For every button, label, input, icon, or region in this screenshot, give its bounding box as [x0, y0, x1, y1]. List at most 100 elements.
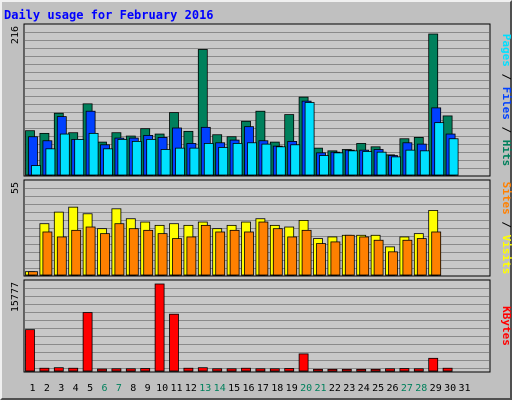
x-tick-label-day-18: 18 [271, 383, 283, 394]
kbytes-bar-day-17 [255, 368, 266, 372]
sites-bar-day-19 [287, 236, 298, 276]
legend-pages: Pages [500, 34, 512, 67]
legend-visits: Visits [500, 235, 512, 275]
pages-bar-day-21 [319, 155, 329, 176]
legend-hits-files-pages: Pages / Files / Hits [500, 34, 512, 167]
x-tick-label-day-30: 30 [444, 383, 456, 394]
kbytes-bar-day-7 [111, 368, 122, 372]
sites-bar-day-26 [388, 251, 398, 276]
sites-bar-day-1 [28, 271, 38, 276]
pages-bar-day-11 [175, 147, 185, 176]
legend-hits: Hits [500, 140, 512, 167]
pages-bar-day-13 [203, 143, 214, 176]
kbytes-bar-day-28 [413, 368, 424, 372]
sites-bar-day-22 [330, 241, 341, 276]
pages-bar-day-10 [160, 149, 171, 176]
x-tick-label-day-24: 24 [358, 383, 370, 394]
pages-bar-day-12 [189, 147, 200, 176]
y-max-label: 55 [10, 182, 21, 194]
kbytes-bar-day-15 [226, 368, 237, 372]
kbytes-bar-day-16 [241, 367, 251, 372]
kbytes-bar-day-18 [269, 368, 280, 372]
legend-visits-sites: Sites / Visits [500, 182, 512, 275]
sites-bar-day-12 [186, 236, 197, 276]
plot-area-3 [23, 279, 491, 373]
pages-bar-day-20 [304, 102, 315, 176]
pages-bar-day-4 [74, 139, 85, 176]
pages-bar-day-15 [232, 143, 243, 176]
pages-bar-day-16 [247, 142, 257, 176]
pages-bar-day-24 [362, 151, 373, 176]
sites-bar-day-10 [157, 233, 168, 276]
pages-bar-day-29 [434, 122, 445, 176]
x-tick-label-day-11: 11 [170, 383, 182, 394]
legend-kbytes: KBytes [500, 306, 512, 346]
chart-title: Daily usage for February 2016 [4, 8, 214, 22]
legend-sites: Sites [500, 182, 512, 215]
x-tick-label-day-8: 8 [130, 383, 136, 394]
pages-bar-day-14 [218, 147, 229, 176]
x-tick-label-day-28: 28 [415, 383, 427, 394]
x-tick-label-day-10: 10 [156, 383, 168, 394]
legend-files: Files [500, 87, 512, 120]
pages-bar-day-18 [275, 146, 286, 176]
kbytes-bar-day-23 [341, 368, 352, 372]
pages-bar-day-28 [419, 150, 430, 176]
sites-bar-day-24 [359, 236, 370, 276]
x-tick-label-day-15: 15 [228, 383, 240, 394]
sites-bar-day-21 [316, 243, 326, 276]
x-tick-label-day-12: 12 [185, 383, 197, 394]
kbytes-bar-day-3 [53, 367, 64, 372]
sites-bar-day-28 [416, 238, 427, 276]
sites-bar-day-5 [85, 226, 96, 276]
x-tick-label-day-26: 26 [386, 383, 398, 394]
x-tick-label-day-4: 4 [73, 383, 79, 394]
pages-bar-day-7 [117, 139, 128, 176]
sites-bar-day-3 [56, 236, 67, 276]
pages-bar-day-19 [290, 144, 301, 176]
kbytes-bar-day-24 [356, 368, 367, 372]
pages-bar-day-5 [88, 132, 99, 176]
sites-bar-day-8 [128, 228, 139, 276]
x-tick-label-day-31: 31 [458, 383, 470, 394]
pages-bar-day-6 [103, 148, 113, 176]
legend-separator: / [500, 67, 512, 87]
kbytes-bar-day-30 [442, 367, 453, 372]
kbytes-bar-day-27 [399, 368, 410, 372]
x-tick-label-day-21: 21 [314, 383, 326, 394]
x-tick-label-day-29: 29 [430, 383, 442, 394]
kbytes-bar-day-6 [97, 368, 107, 372]
kbytes-bar-day-21 [313, 368, 323, 372]
sites-bar-day-11 [172, 238, 182, 276]
sites-bar-day-20 [301, 229, 312, 276]
kbytes-bar-day-29 [428, 357, 439, 372]
pages-bar-day-25 [376, 151, 387, 176]
x-tick-label-day-19: 19 [286, 383, 298, 394]
x-tick-label-day-22: 22 [329, 383, 341, 394]
kbytes-bar-day-14 [212, 368, 223, 372]
x-tick-label-day-17: 17 [257, 383, 269, 394]
sites-bar-day-6 [100, 233, 110, 276]
sites-bar-day-23 [344, 234, 355, 276]
legend-separator: / [500, 215, 512, 235]
sites-bar-day-15 [229, 229, 240, 276]
x-tick-label-day-2: 2 [44, 383, 50, 394]
kbytes-bar-day-1 [25, 329, 35, 372]
legend-separator: / [500, 120, 512, 140]
kbytes-bar-day-20 [298, 353, 309, 372]
x-tick-label-day-9: 9 [145, 383, 151, 394]
x-tick-label-day-6: 6 [101, 383, 107, 394]
x-tick-label-day-25: 25 [372, 383, 384, 394]
pages-bar-day-1 [31, 165, 41, 176]
pages-bar-day-22 [333, 152, 344, 176]
sites-bar-day-7 [114, 223, 125, 276]
y-max-label: 15777 [10, 282, 21, 312]
x-tick-label-day-27: 27 [401, 383, 413, 394]
pages-bar-day-23 [347, 150, 358, 176]
kbytes-bar-day-10 [154, 283, 165, 372]
pages-bar-day-8 [131, 141, 142, 176]
x-tick-label-day-7: 7 [116, 383, 122, 394]
sites-bar-day-29 [431, 231, 442, 276]
x-tick-label-day-13: 13 [199, 383, 211, 394]
